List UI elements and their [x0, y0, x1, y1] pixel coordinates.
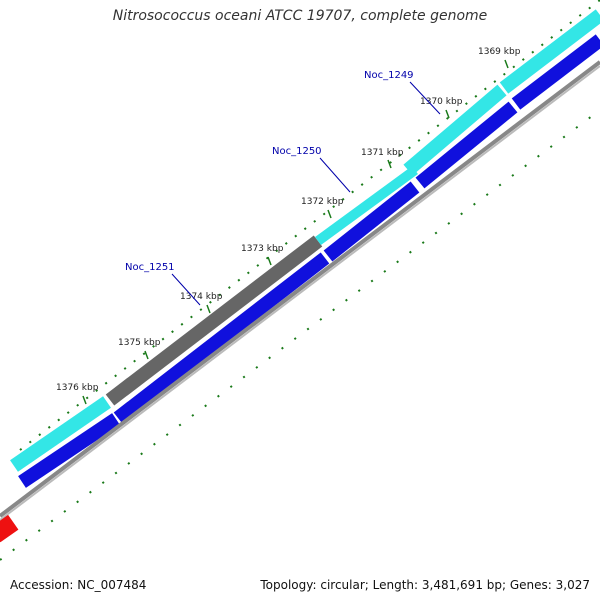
gene-leader-line [171, 273, 201, 306]
tick-mark [206, 304, 211, 314]
tick-label: 1376 kbp [56, 383, 99, 393]
tick-mark [445, 109, 450, 119]
gene-arrow-2 [113, 252, 330, 424]
tick-mark [82, 395, 87, 405]
cyan-band-left [10, 396, 111, 472]
red-marker [0, 514, 19, 543]
tick-mark [327, 209, 332, 219]
gene-arrow-1 [18, 413, 120, 488]
tick-label: 1371 kbp [361, 148, 404, 158]
gene-arrow-5 [511, 34, 600, 110]
gene-arrow-3 [323, 181, 420, 262]
topology-text: Topology: circular; Length: 3,481,691 bp… [260, 578, 590, 592]
tick-label: 1374 kbp [180, 292, 223, 302]
gene-label-noc-1249[interactable]: Noc_1249 [364, 70, 414, 81]
tick-mark [387, 159, 392, 169]
tick-label: 1370 kbp [420, 97, 463, 107]
cyan-band-right1 [403, 84, 507, 176]
tick-mark [504, 59, 509, 69]
accession-text: Accession: NC_007484 [10, 578, 147, 592]
tick-label: 1372 kbp [301, 197, 344, 207]
backbone-shadow [0, 65, 600, 521]
gray-band [105, 235, 323, 406]
gene-arrow-4 [415, 101, 518, 189]
gc-track-inner [0, 109, 600, 561]
gene-label-noc-1251[interactable]: Noc_1251 [125, 262, 175, 273]
cyan-band-mid [315, 165, 418, 246]
tick-label: 1373 kbp [241, 244, 284, 254]
gene-leader-line [409, 81, 441, 115]
genome-title: Nitrosococcus oceani ATCC 19707, complet… [112, 8, 488, 24]
gene-label-noc-1250[interactable]: Noc_1250 [272, 146, 322, 157]
tick-label: 1369 kbp [478, 47, 521, 57]
gc-track-outer [19, 0, 600, 451]
tick-mark [267, 256, 272, 266]
backbone [0, 60, 600, 518]
tick-mark [144, 350, 149, 360]
gene-leader-line [319, 157, 351, 193]
cyan-band-right2 [499, 9, 600, 94]
tick-label: 1375 kbp [118, 338, 161, 348]
